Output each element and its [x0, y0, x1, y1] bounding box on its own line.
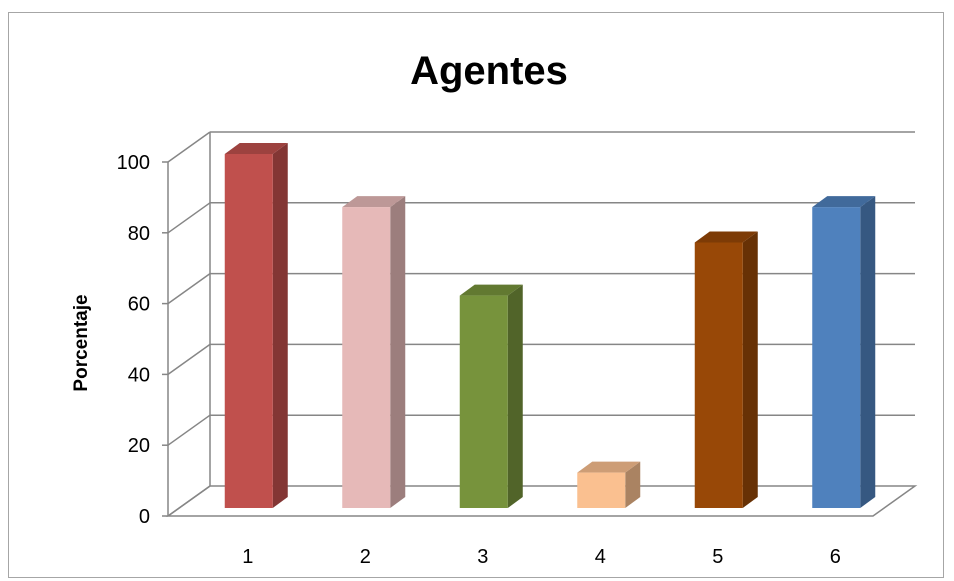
x-tick-label: 3: [477, 546, 488, 568]
chart-floor: [165, 485, 918, 517]
bar-side: [625, 461, 641, 508]
bar-side: [860, 196, 876, 508]
bar-side: [742, 231, 758, 508]
bar-side: [272, 143, 288, 508]
grid-depth-line: [167, 131, 211, 163]
x-tick-labels: 1 2 3 4 5 6: [242, 546, 841, 568]
y-tick-label: 60: [128, 294, 150, 316]
y-tick-label: 100: [117, 152, 150, 174]
bar-side: [507, 284, 523, 508]
bar-top: [577, 461, 641, 473]
grid-depth-line: [167, 272, 211, 305]
bar-top: [342, 196, 406, 208]
bar-front: [577, 472, 626, 508]
bar-3: [459, 284, 523, 508]
bar-front: [459, 295, 508, 508]
bar-side: [390, 196, 406, 508]
bar-front: [812, 207, 861, 508]
bar-top: [459, 284, 523, 296]
chart-frame: [8, 12, 944, 578]
bar-front: [694, 242, 743, 508]
gridlines: [162, 131, 918, 517]
bar-5: [694, 231, 758, 508]
bar-top: [694, 231, 758, 243]
y-axis-label: Porcentaje: [71, 294, 92, 391]
y-tick-label: 0: [139, 506, 150, 528]
bar-4: [577, 461, 641, 508]
x-tick-label: 6: [830, 546, 841, 568]
bar-2: [342, 196, 406, 508]
bar-front: [342, 207, 391, 508]
y-tick-label: 80: [128, 223, 150, 245]
grid-depth-line: [167, 414, 211, 446]
x-tick-label: 5: [712, 546, 723, 568]
x-tick-label: 2: [360, 546, 371, 568]
bars: [224, 143, 876, 508]
bar-1: [224, 143, 288, 508]
bar-6: [812, 196, 876, 508]
bar-top: [812, 196, 876, 208]
chart-title: Agentes: [410, 49, 568, 93]
x-tick-label: 1: [242, 546, 253, 568]
bar-top: [224, 143, 288, 154]
y-tick-label: 20: [128, 435, 150, 457]
y-tick-label: 40: [128, 364, 150, 386]
grid-depth-line: [167, 202, 211, 234]
grid-depth-line: [167, 343, 211, 376]
bar-front: [224, 154, 273, 508]
x-tick-label: 4: [595, 546, 606, 568]
y-tick-labels: 0 20 40 60 80 100: [117, 152, 150, 528]
